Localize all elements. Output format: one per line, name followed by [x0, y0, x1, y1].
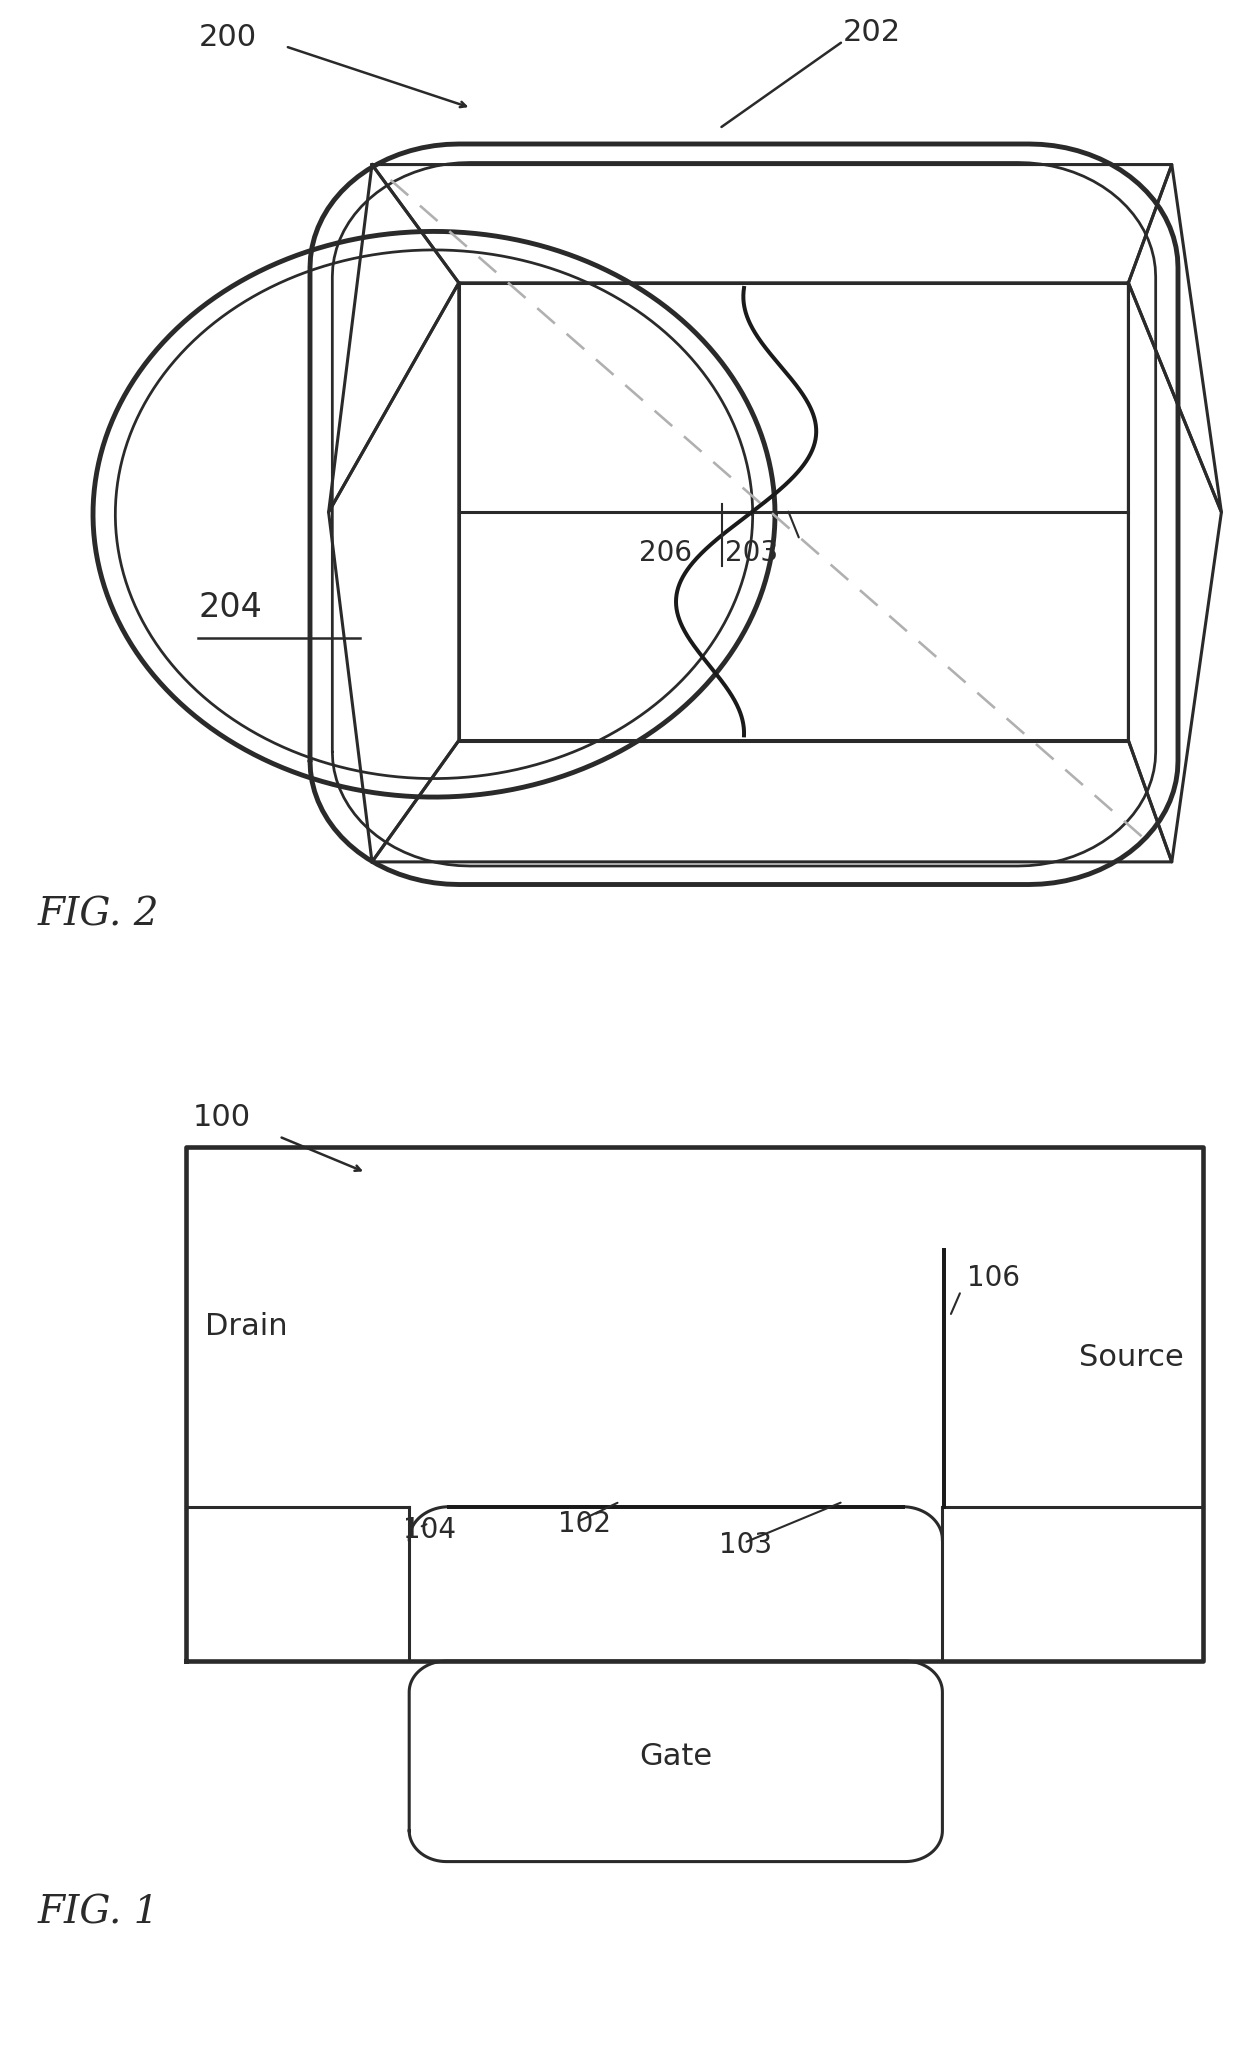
- Text: 103: 103: [719, 1530, 773, 1559]
- Text: Gate: Gate: [640, 1742, 712, 1771]
- Text: 204: 204: [198, 590, 263, 623]
- Text: 202: 202: [843, 19, 901, 47]
- Text: 200: 200: [198, 23, 257, 51]
- Text: 106: 106: [967, 1263, 1021, 1292]
- Text: 102: 102: [558, 1510, 611, 1539]
- Text: FIG. 2: FIG. 2: [37, 897, 159, 934]
- Text: Source: Source: [1080, 1343, 1184, 1372]
- Text: 100: 100: [192, 1103, 250, 1131]
- Text: Drain: Drain: [205, 1312, 288, 1341]
- Text: FIG. 1: FIG. 1: [37, 1894, 159, 1932]
- Text: 104: 104: [403, 1516, 456, 1543]
- Text: 206: 206: [639, 539, 692, 566]
- Text: 203: 203: [725, 539, 779, 566]
